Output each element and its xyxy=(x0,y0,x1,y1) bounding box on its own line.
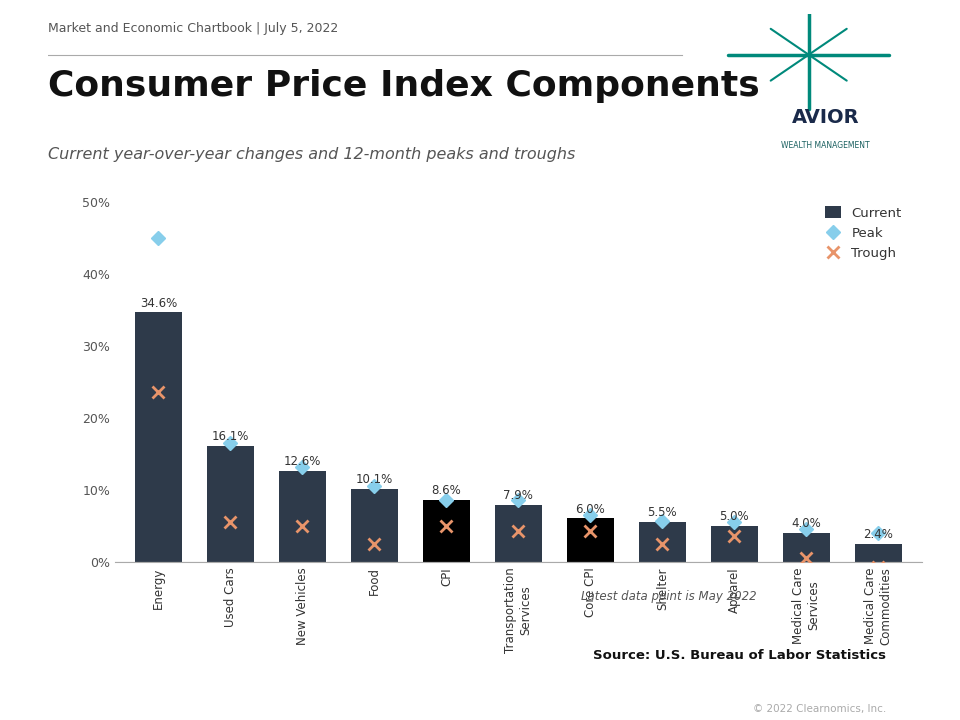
Text: 6.0%: 6.0% xyxy=(576,503,605,516)
Text: 5.5%: 5.5% xyxy=(648,506,677,519)
Bar xyxy=(711,526,757,562)
Text: 10.1%: 10.1% xyxy=(356,473,393,486)
Text: Inflation: Inflation xyxy=(12,320,31,400)
Bar xyxy=(279,471,325,562)
Text: Current year-over-year changes and 12-month peaks and troughs: Current year-over-year changes and 12-mo… xyxy=(48,147,575,162)
Text: 8.6%: 8.6% xyxy=(432,484,461,497)
Text: Latest data point is May 2022: Latest data point is May 2022 xyxy=(581,590,756,603)
Bar xyxy=(567,518,613,562)
Bar xyxy=(495,505,541,562)
Bar xyxy=(855,544,901,562)
Text: AVIOR: AVIOR xyxy=(792,108,859,127)
Text: © 2022 Clearnomics, Inc.: © 2022 Clearnomics, Inc. xyxy=(753,704,886,714)
Bar xyxy=(639,522,685,562)
Legend: Current, Peak, Trough: Current, Peak, Trough xyxy=(820,201,907,265)
Text: 7.9%: 7.9% xyxy=(503,489,534,502)
Text: 12.6%: 12.6% xyxy=(284,455,321,468)
Text: Market and Economic Chartbook | July 5, 2022: Market and Economic Chartbook | July 5, … xyxy=(48,22,338,35)
Text: Source: U.S. Bureau of Labor Statistics: Source: U.S. Bureau of Labor Statistics xyxy=(593,649,886,662)
Bar xyxy=(135,312,181,562)
Text: 5.0%: 5.0% xyxy=(720,510,749,523)
Text: Consumer Price Index Components: Consumer Price Index Components xyxy=(48,69,759,103)
Text: 34.6%: 34.6% xyxy=(140,297,177,310)
Text: WEALTH MANAGEMENT: WEALTH MANAGEMENT xyxy=(781,141,870,150)
Bar xyxy=(783,533,829,562)
Text: 2.4%: 2.4% xyxy=(863,528,894,541)
Bar xyxy=(207,446,253,562)
Bar xyxy=(351,489,397,562)
Text: 4.0%: 4.0% xyxy=(792,517,821,530)
Bar xyxy=(423,500,469,562)
Text: 16.1%: 16.1% xyxy=(212,430,249,443)
